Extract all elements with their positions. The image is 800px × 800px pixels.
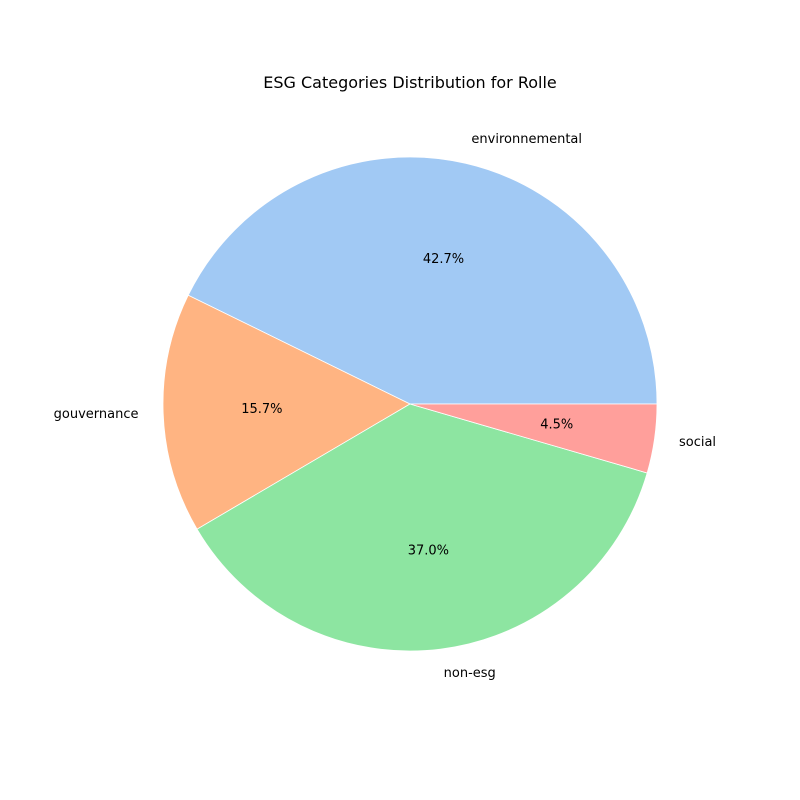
pie-slice-gouvernance [162,294,411,530]
slice-percent-non-esg: 37.0% [408,544,449,559]
pie-labels: environnemental 42.7% gouvernance 15.7% non-… [54,132,716,681]
chart-title: ESG Categories Distribution for Rolle [263,73,557,92]
slice-label-environnemental: environnemental [471,132,582,147]
pie-slice-social [409,403,658,474]
slice-label-social: social [679,435,716,450]
pie-slices [162,156,658,652]
slice-percent-environnemental: 42.7% [423,252,464,267]
slice-percent-gouvernance: 15.7% [241,402,282,417]
pie-slice-environnemental [187,156,658,405]
slice-label-gouvernance: gouvernance [54,407,139,422]
slice-percent-social: 4.5% [540,417,573,432]
pie-slice-non-esg [196,403,648,652]
slice-label-non-esg: non-esg [444,666,496,681]
